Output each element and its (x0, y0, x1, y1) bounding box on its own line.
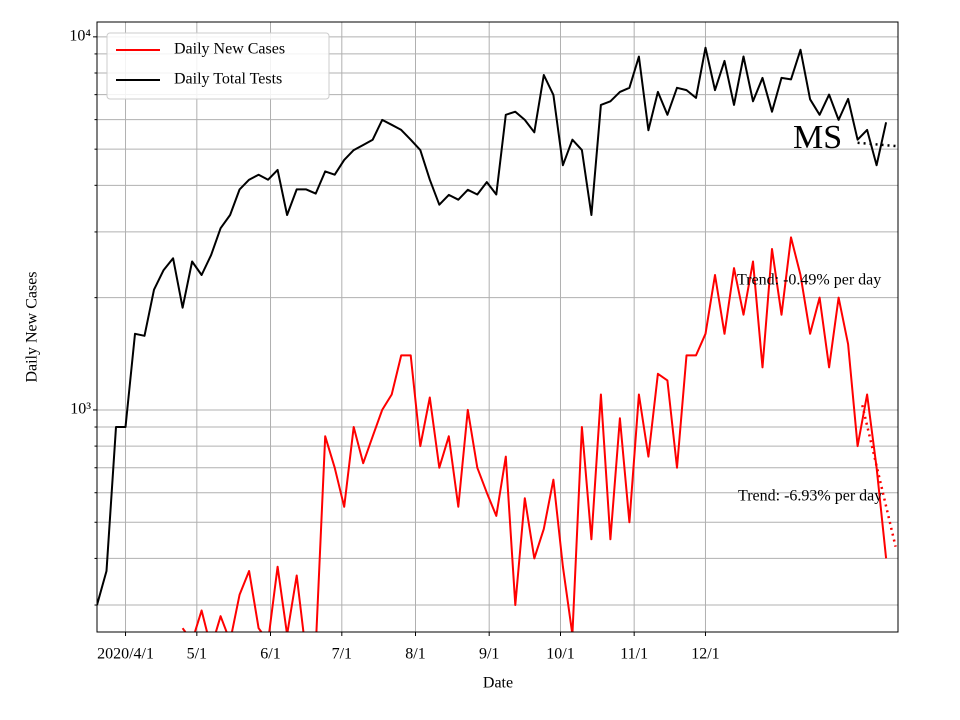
plot (97, 46, 897, 632)
y-axis-label: Daily New Cases (24, 271, 41, 382)
trend-label: Trend: -6.93% per day (738, 488, 882, 505)
y-tick-label: 10³ (70, 401, 91, 418)
x-axis-label: Date (483, 675, 513, 692)
x-tick-label: 10/1 (546, 646, 574, 663)
trend-line (861, 404, 897, 547)
trend-line (857, 141, 896, 148)
x-tick-label: 5/1 (187, 646, 207, 663)
x-tick-label: 11/1 (620, 646, 648, 663)
legend: Daily New Cases Daily Total Tests (106, 32, 330, 100)
x-tick-label: 7/1 (332, 646, 352, 663)
legend-label: Daily Total Tests (174, 71, 282, 88)
x-tick-label: 12/1 (691, 646, 719, 663)
annotation: MS (793, 119, 842, 156)
series-line (181, 236, 888, 632)
series-line (97, 46, 888, 606)
plot-frame (96, 21, 899, 633)
legend-box (106, 32, 330, 100)
x-tick-label: 6/1 (260, 646, 280, 663)
y-tick-label: 10⁴ (69, 28, 91, 45)
x-tick-label: 9/1 (479, 646, 499, 663)
x-tick-label: 8/1 (405, 646, 425, 663)
trend-label: Trend: -0.49% per day (737, 272, 881, 289)
x-tick-label: 2020/4/1 (97, 646, 154, 663)
legend-label: Daily New Cases (174, 41, 285, 58)
